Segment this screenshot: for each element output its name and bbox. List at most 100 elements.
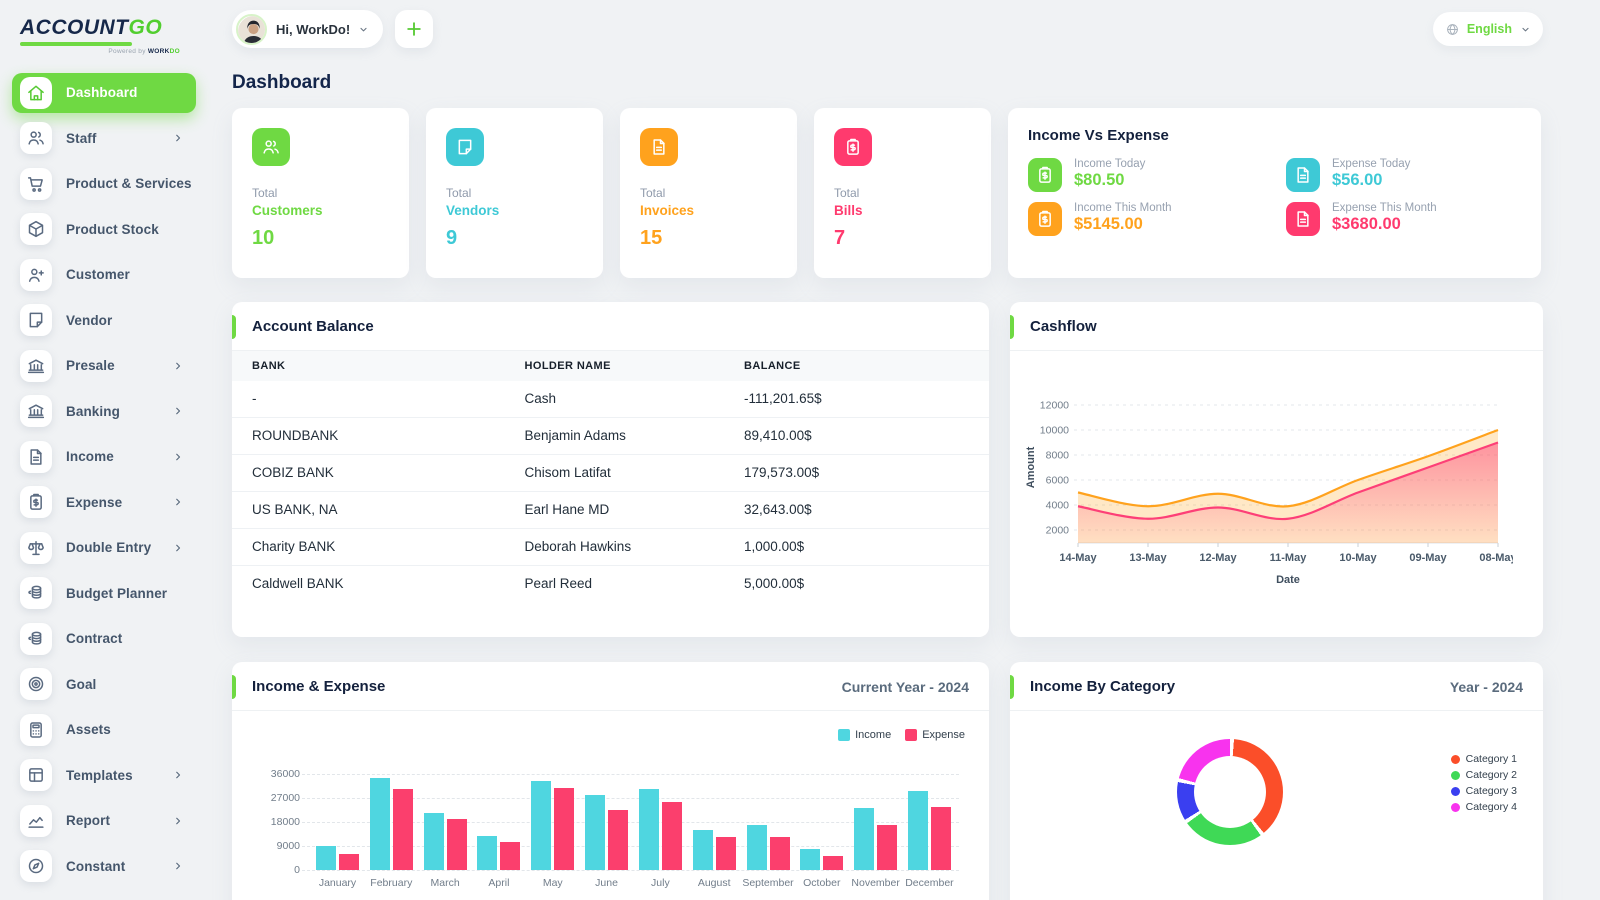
table-cell: US BANK, NA [252, 502, 338, 517]
sidebar-item-label: Product Stock [66, 221, 159, 237]
bar-group: August [692, 830, 736, 889]
income-expense-item: Expense This Month $3680.00 [1286, 202, 1521, 236]
sidebar-item[interactable]: Product & Services [12, 164, 196, 204]
chevron-down-icon [1520, 24, 1531, 35]
chevron-right-icon [172, 451, 184, 463]
middle-row: Account Balance BANK HOLDER NAME BALANCE -… [232, 302, 1543, 637]
sidebar-item[interactable]: Presale [12, 346, 196, 386]
file-icon [20, 440, 52, 473]
svg-text:10-May: 10-May [1339, 552, 1377, 564]
income-expense-item: Expense Today $56.00 [1286, 158, 1521, 192]
bar-group: February [369, 778, 413, 889]
language-selector[interactable]: English [1432, 12, 1543, 46]
avatar [236, 13, 267, 45]
metric-label: Expense This Month [1332, 202, 1437, 214]
bar-group: January [316, 846, 359, 889]
sidebar-item[interactable]: Templates [12, 755, 196, 795]
layout-icon [20, 759, 52, 791]
coins-icon [20, 577, 52, 609]
sidebar-item-label: Report [66, 813, 111, 828]
sidebar-item[interactable]: Expense [12, 482, 196, 522]
table-cell: Pearl Reed [524, 576, 593, 591]
plus-icon[interactable] [395, 10, 434, 48]
sidebar-item[interactable]: Dashboard [12, 72, 196, 113]
sidebar-item[interactable]: Banking [12, 391, 196, 431]
file-icon [1286, 202, 1320, 236]
table-cell: Deborah Hawkins [524, 539, 632, 554]
stat-card-kicker: Total [640, 186, 666, 200]
x-tick-label: September [742, 877, 794, 889]
sidebar-item[interactable]: Goal [12, 664, 196, 704]
table-cell: 89,410.00$ [744, 428, 812, 443]
bar-income [854, 808, 875, 870]
user-menu-button[interactable]: Hi, WorkDo! [232, 10, 384, 48]
brand-tagline: Powered by WORKDO [108, 47, 180, 55]
sidebar-item[interactable]: Contract [12, 619, 196, 659]
sidebar-item[interactable]: Report [12, 801, 196, 841]
target-icon [20, 668, 52, 700]
legend-item: Category 3 [1450, 785, 1517, 797]
sidebar-item[interactable]: Budget Planner [12, 573, 196, 613]
sidebar-item[interactable]: Customer [12, 255, 196, 295]
table-cell: Charity BANK [252, 539, 336, 554]
home-icon [20, 76, 52, 109]
metric-label: Expense Today [1332, 158, 1411, 170]
sidebar-item-label: Product & Services [66, 176, 192, 191]
donut-ring [1177, 739, 1283, 845]
bank-icon [20, 349, 52, 382]
table-cell: Caldwell BANK [252, 576, 344, 591]
sidebar-item-label: Banking [66, 403, 120, 419]
stats-row: Total Customers 10 Total Vendors 9 Total [232, 108, 1543, 278]
page-title: Dashboard [232, 72, 332, 93]
metric-value: $56.00 [1332, 171, 1383, 189]
stat-card-kicker: Total [446, 186, 472, 200]
sidebar-item[interactable]: Product Stock [12, 209, 196, 249]
users-icon [252, 128, 290, 166]
legend-item: Expense [905, 727, 965, 742]
bar-expense [554, 787, 575, 870]
language-label: English [1466, 22, 1512, 36]
stat-card: Total Customers 10 [232, 108, 409, 278]
sidebar-item-label: Budget Planner [66, 585, 168, 601]
file-icon [640, 128, 678, 166]
stat-card-value: 9 [446, 227, 458, 249]
svg-text:08-May: 08-May [1479, 552, 1513, 564]
brand-logo: ACCOUNTGO Powered by WORKDO [12, 12, 196, 55]
stat-card: Total Vendors 9 [426, 108, 603, 278]
sidebar-item[interactable]: Double Entry [12, 528, 196, 568]
bar-group: June [585, 794, 629, 889]
x-tick-label: December [905, 877, 954, 889]
table-cell: - [252, 391, 257, 406]
stat-card-value: 10 [252, 227, 275, 249]
sidebar-item[interactable]: Assets [12, 710, 196, 750]
table-body: - Cash -111,201.65$ ROUNDBANK Benjamin Adam… [232, 381, 989, 602]
stat-card-label: Vendors [446, 203, 500, 218]
sidebar-item[interactable]: Constant [12, 846, 196, 886]
bar-expense [877, 824, 898, 870]
svg-text:Amount: Amount [1025, 446, 1037, 488]
legend-item: Income [838, 727, 891, 742]
sidebar-item[interactable]: Staff [12, 118, 196, 158]
sidebar-item[interactable]: Vendor [12, 300, 196, 340]
svg-text:10000: 10000 [1040, 425, 1069, 437]
table-cell: Earl Hane MD [524, 502, 610, 517]
stat-card-value: 7 [834, 227, 846, 249]
sidebar-item-label: Double Entry [66, 540, 152, 555]
table-cell: 179,573.00$ [744, 465, 820, 480]
sidebar-item[interactable]: Income [12, 437, 196, 477]
table-column-header: BANK [252, 360, 286, 372]
table-row: ROUNDBANK Benjamin Adams 89,410.00$ [232, 418, 989, 455]
user-greeting: Hi, WorkDo! [276, 21, 351, 37]
bar-expense [661, 802, 682, 870]
metric-value: $5145.00 [1074, 215, 1143, 233]
chart-legend: Income Expense [256, 727, 965, 742]
brand-underline [20, 42, 132, 46]
table-cell: Chisom Latifat [524, 465, 611, 480]
metric-value: $3680.00 [1332, 215, 1401, 233]
bar-income [907, 791, 928, 870]
top-bar: Hi, WorkDo! English [232, 10, 1543, 48]
sidebar-item-label: Staff [66, 130, 97, 146]
stat-card: Total Invoices 15 [620, 108, 797, 278]
panel-title: Income By Category Year - 2024 [1010, 662, 1543, 711]
table-cell: 32,643.00$ [744, 502, 812, 517]
